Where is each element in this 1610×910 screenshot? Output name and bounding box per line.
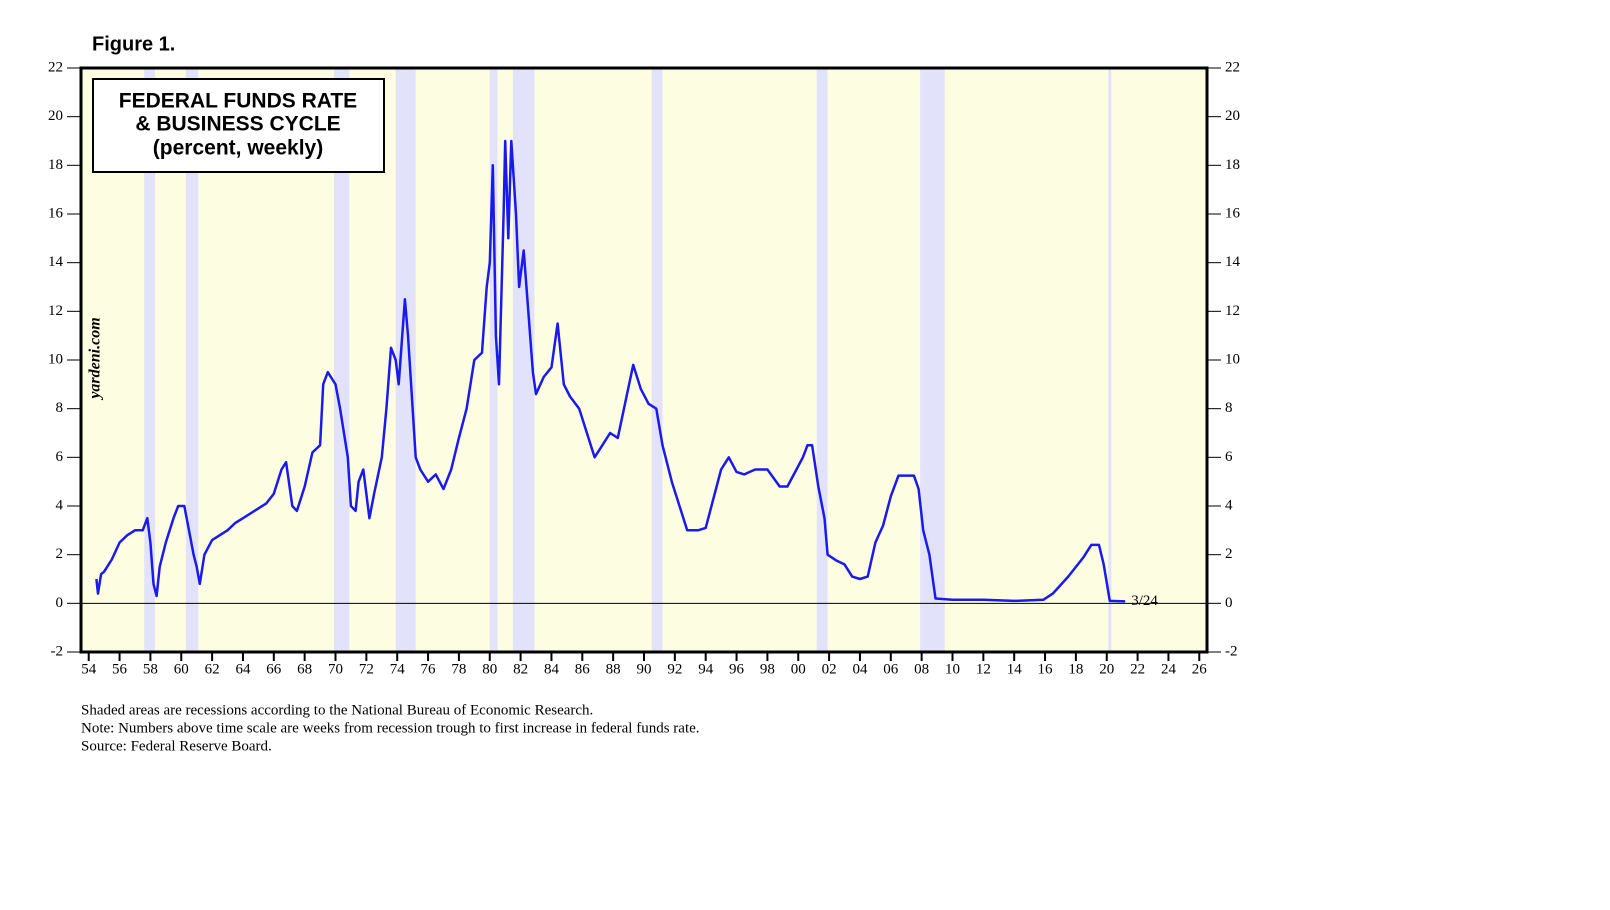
y2-tick-label: 14: [1225, 254, 1241, 270]
y2-tick-label: -2: [1225, 643, 1238, 659]
y-tick-label: 10: [48, 351, 63, 367]
y2-tick-label: 0: [1225, 595, 1233, 611]
x-tick-label: 78: [451, 661, 466, 677]
x-tick-label: 90: [637, 661, 652, 677]
annotation: 3/24: [1131, 593, 1158, 609]
y-tick-label: 16: [48, 205, 64, 221]
y2-tick-label: 4: [1225, 497, 1233, 513]
plot-frame: [79, 66, 1209, 654]
chart-title: FEDERAL FUNDS RATE: [119, 90, 357, 113]
x-tick-label: 54: [81, 661, 97, 677]
x-tick-label: 72: [359, 661, 374, 677]
rate-line: [95, 139, 1126, 603]
y2-tick-label: 18: [1225, 157, 1240, 173]
y-tick-label: 18: [48, 157, 63, 173]
recession-band: [1108, 68, 1112, 652]
note: Shaded areas are recessions according to…: [81, 702, 593, 718]
x-tick-label: 84: [544, 661, 560, 677]
y-tick-label: 6: [56, 449, 64, 465]
x-tick-label: 14: [1007, 661, 1023, 677]
y2-tick-label: 16: [1225, 205, 1241, 221]
x-tick-label: 20: [1099, 661, 1114, 677]
x-tick-label: 74: [390, 661, 406, 677]
recession-band: [816, 68, 828, 652]
x-tick-label: 04: [852, 661, 868, 677]
title-box: [92, 78, 385, 173]
figure-label: Figure 1.: [92, 33, 175, 55]
x-tick-label: 08: [914, 661, 929, 677]
x-tick-label: 56: [112, 661, 128, 677]
x-tick-label: 06: [883, 661, 899, 677]
x-tick-label: 00: [791, 661, 806, 677]
x-tick-label: 70: [328, 661, 343, 677]
x-tick-label: 16: [1038, 661, 1054, 677]
x-tick-label: 10: [945, 661, 960, 677]
y-tick-label: 0: [56, 595, 64, 611]
x-tick-label: 94: [698, 661, 714, 677]
x-tick-label: 58: [143, 661, 158, 677]
watermark: yardeni.com: [87, 317, 104, 400]
x-tick-label: 22: [1130, 661, 1145, 677]
y-tick-label: 12: [48, 303, 63, 319]
y-tick-label: 2: [56, 546, 64, 562]
recession-band: [651, 68, 663, 652]
note: Source: Federal Reserve Board.: [81, 738, 272, 754]
x-tick-label: 96: [729, 661, 745, 677]
x-tick-label: 12: [976, 661, 991, 677]
y-tick-label: 14: [48, 254, 64, 270]
x-tick-label: 02: [822, 661, 837, 677]
x-tick-label: 18: [1068, 661, 1083, 677]
y2-tick-label: 6: [1225, 449, 1233, 465]
x-tick-label: 80: [482, 661, 497, 677]
chart-subtitle: (percent, weekly): [153, 137, 323, 160]
y-tick-label: 4: [56, 497, 64, 513]
y2-tick-label: 10: [1225, 351, 1240, 367]
x-tick-label: 88: [606, 661, 621, 677]
x-tick-label: 76: [421, 661, 437, 677]
recession-band: [144, 68, 156, 652]
note: Note: Numbers above time scale are weeks…: [81, 720, 700, 736]
y2-tick-label: 12: [1225, 303, 1240, 319]
recession-band: [512, 68, 535, 652]
x-tick-label: 98: [760, 661, 775, 677]
chart-title: & BUSINESS CYCLE: [135, 113, 340, 136]
y-tick-label: 20: [48, 108, 63, 124]
recession-band: [185, 68, 199, 652]
recession-band: [395, 68, 416, 652]
recession-band: [333, 68, 350, 652]
y-tick-label: 8: [56, 400, 64, 416]
recession-band: [920, 68, 945, 652]
x-tick-label: 24: [1161, 661, 1177, 677]
x-tick-label: 26: [1192, 661, 1208, 677]
y2-tick-label: 20: [1225, 108, 1240, 124]
x-tick-label: 66: [266, 661, 282, 677]
x-tick-label: 68: [297, 661, 312, 677]
x-tick-label: 62: [205, 661, 220, 677]
x-tick-label: 60: [174, 661, 189, 677]
recession-band: [489, 68, 498, 652]
y2-tick-label: 2: [1225, 546, 1233, 562]
y-tick-label: -2: [51, 643, 64, 659]
x-tick-label: 86: [575, 661, 591, 677]
y2-tick-label: 8: [1225, 400, 1233, 416]
x-tick-label: 82: [513, 661, 528, 677]
y2-tick-label: 22: [1225, 59, 1240, 75]
y-tick-label: 22: [48, 59, 63, 75]
x-tick-label: 64: [235, 661, 251, 677]
x-tick-label: 92: [667, 661, 682, 677]
